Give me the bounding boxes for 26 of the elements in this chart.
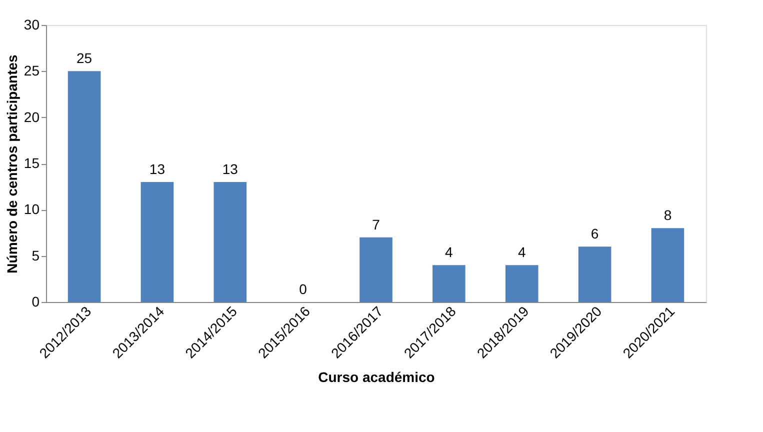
bar bbox=[140, 182, 174, 302]
data-label: 13 bbox=[149, 160, 166, 177]
y-axis-title: Número de centros participantes bbox=[4, 54, 20, 274]
y-tick-label: 5 bbox=[32, 247, 40, 264]
y-tick-label: 15 bbox=[24, 155, 40, 171]
bar bbox=[578, 246, 612, 302]
data-label: 25 bbox=[76, 50, 92, 66]
y-tick-label: 0 bbox=[32, 294, 40, 310]
bar bbox=[432, 265, 466, 302]
y-tick-label: 10 bbox=[24, 201, 40, 218]
x-axis-title: Curso académico bbox=[318, 369, 435, 386]
bar bbox=[214, 182, 247, 302]
data-label: 8 bbox=[664, 207, 672, 224]
bar bbox=[360, 237, 392, 302]
data-label: 7 bbox=[372, 216, 380, 232]
bar bbox=[68, 71, 101, 302]
data-label: 0 bbox=[299, 281, 308, 297]
y-tick-label: 30 bbox=[24, 16, 40, 32]
data-label: 13 bbox=[222, 160, 238, 177]
y-tick-label: 25 bbox=[24, 62, 40, 79]
data-label: 6 bbox=[590, 226, 599, 242]
bar bbox=[651, 228, 684, 302]
data-label: 4 bbox=[518, 244, 526, 260]
y-tick-label: 20 bbox=[24, 108, 40, 125]
bar bbox=[505, 265, 538, 302]
data-label: 4 bbox=[445, 244, 454, 260]
